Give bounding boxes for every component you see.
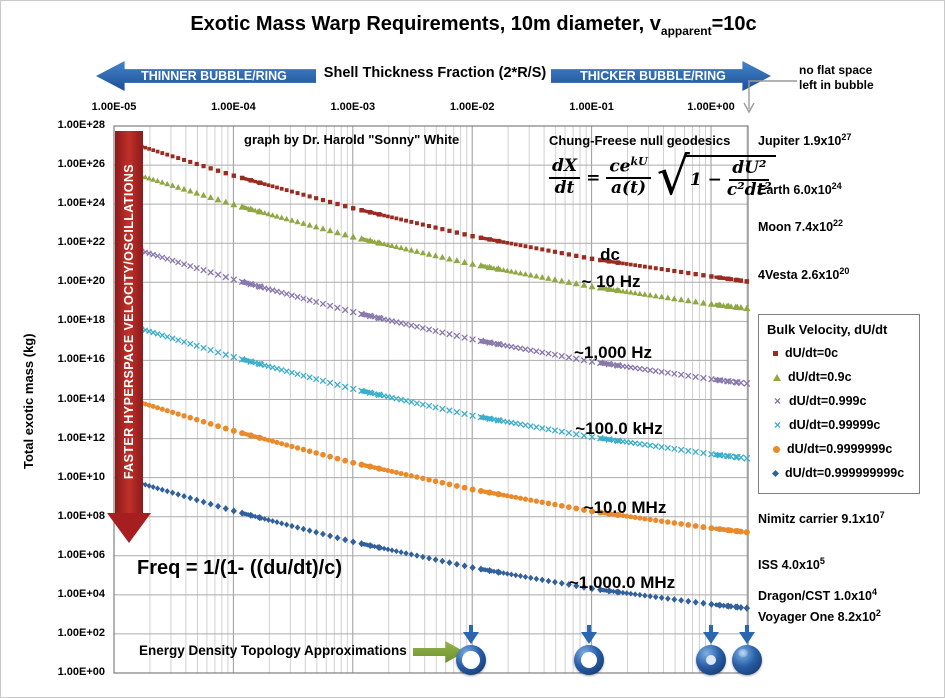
- title-subscript: apparent: [660, 24, 712, 38]
- reference-mass-label: 4Vesta 2.6x1020: [758, 266, 850, 283]
- no-flat-space-note: no flat space left in bubble: [799, 63, 874, 92]
- frequency-label: ~100.0 kHz: [575, 419, 663, 438]
- y-tick-label: 1.00E+14: [57, 392, 105, 405]
- legend-entry-label: dU/dt=0.999999999c: [785, 466, 905, 480]
- reference-mass-label: ISS 4.0x105: [758, 555, 825, 572]
- frequency-label: ~1,000.0 MHz: [568, 573, 676, 592]
- legend-entry: × dU/dt=0.999c: [767, 389, 911, 413]
- reference-mass-label: Moon 7.4x1022: [758, 218, 844, 235]
- y-tick-label: 1.00E+22: [57, 236, 105, 249]
- legend-entry: dU/dt=0.9999999c: [767, 437, 911, 461]
- x-marker-icon: ×: [773, 418, 781, 432]
- reference-mass-label: Dragon/CST 1.0x104: [758, 586, 877, 603]
- torus-ring-icon: [696, 645, 726, 675]
- faster-hyperspace-arrow: FASTER HYPERSPACE VELOCITY/OSCILLATIONS: [115, 131, 143, 513]
- reference-mass-label: Voyager One 8.2x102: [758, 607, 881, 625]
- legend-entry: dU/dt=0.9c: [767, 365, 911, 389]
- frequency-label: ~10.0 MHz: [583, 498, 667, 517]
- x-marker-icon: ×: [773, 394, 781, 408]
- frequency-label: dc: [600, 245, 620, 264]
- y-tick-label: 1.00E+18: [57, 314, 105, 327]
- y-tick-label: 1.00E+10: [57, 470, 105, 483]
- circle-marker-icon: [773, 445, 780, 453]
- square-marker-icon: [773, 350, 778, 356]
- triangle-marker-icon: [773, 373, 781, 381]
- torus-ring-icon: [574, 645, 604, 675]
- page-title: Exotic Mass Warp Requirements, 10m diame…: [190, 13, 757, 38]
- thicker-bubble-label: THICKER BUBBLE/RING: [580, 69, 726, 83]
- y-tick-label: 1.00E+26: [57, 158, 105, 171]
- pointer-stem-icon: [709, 625, 713, 632]
- y-tick-label: 1.00E+02: [57, 626, 105, 639]
- x-tick-label: 1.00E-05: [91, 101, 137, 113]
- frequency-formula: Freq = 1/(1- ((du/dt)/c): [137, 557, 342, 579]
- pointer-stem-icon: [469, 625, 473, 632]
- frequency-label: ~ 10 Hz: [581, 272, 641, 291]
- sphere-icon: [732, 645, 762, 675]
- y-tick-label: 1.00E+08: [57, 509, 105, 522]
- pointer-triangle-icon: [581, 632, 597, 644]
- legend-entry: dU/dt=0.999999999c: [767, 461, 911, 485]
- y-tick-label: 1.00E+00: [57, 666, 105, 678]
- y-tick-label: 1.00E+20: [57, 275, 105, 288]
- legend-entry-label: dU/dt=0.99999c: [789, 418, 881, 432]
- pointer-triangle-icon: [703, 632, 719, 644]
- pointer-triangle-icon: [463, 632, 479, 644]
- reference-mass-label: Jupiter 1.9x1027: [758, 132, 852, 149]
- x-axis-title: Shell Thickness Fraction (2*R/S): [323, 65, 547, 81]
- legend-title: Bulk Velocity, dU/dt: [767, 322, 888, 337]
- torus-ring-icon: [456, 645, 486, 675]
- y-tick-label: 1.00E+06: [57, 548, 105, 561]
- x-tick-label: 1.00E-02: [449, 101, 495, 113]
- energy-density-label: Energy Density Topology Approximations: [139, 643, 407, 658]
- legend-entry-label: dU/dt=0.9c: [788, 370, 852, 384]
- legend-entry-label: dU/dt=0c: [785, 346, 839, 360]
- reference-mass-label: Earth 6.0x1024: [758, 180, 842, 198]
- y-tick-label: 1.00E+28: [57, 119, 105, 131]
- legend-entry-label: dU/dt=0.9999999c: [787, 442, 893, 456]
- faster-hyperspace-label: FASTER HYPERSPACE VELOCITY/OSCILLATIONS: [122, 164, 136, 480]
- chung-freese-equation: dX dt = cekU a(t) √ 1 − dU² c²dt²: [549, 151, 776, 202]
- thinner-bubble-label: THINNER BUBBLE/RING: [141, 69, 287, 83]
- y-tick-label: 1.00E+24: [57, 197, 105, 210]
- credit-note: graph by Dr. Harold "Sonny" White: [244, 132, 460, 147]
- legend-entry: × dU/dt=0.99999c: [767, 413, 911, 437]
- x-tick-label: 1.00E-04: [211, 101, 256, 113]
- pointer-stem-icon: [587, 625, 591, 632]
- pointer-stem-icon: [745, 625, 749, 632]
- y-tick-label: 1.00E+04: [57, 587, 105, 600]
- faster-hyperspace-arrowhead-icon: [107, 513, 151, 543]
- x-tick-label: 1.00E-03: [330, 101, 376, 113]
- legend-entry-label: dU/dt=0.999c: [789, 394, 867, 408]
- x-tick-label: 1.00E-01: [569, 101, 614, 113]
- radical: √ 1 − dU² c²dt²: [657, 151, 776, 202]
- pointer-triangle-icon: [739, 632, 755, 644]
- reference-mass-label: Nimitz carrier 9.1x107: [758, 509, 885, 526]
- frequency-label: ~1,000 Hz: [574, 343, 652, 362]
- geodesics-note: Chung-Freese null geodesics: [549, 133, 731, 148]
- legend-entry: dU/dt=0c: [767, 341, 911, 365]
- y-tick-label: 1.00E+12: [57, 431, 105, 444]
- x-tick-label: 1.00E+00: [687, 101, 735, 113]
- diamond-marker-icon: [771, 469, 780, 477]
- y-tick-label: 1.00E+16: [57, 353, 105, 366]
- legend: Bulk Velocity, dU/dt dU/dt=0c dU/dt=0.9c ×…: [758, 314, 920, 494]
